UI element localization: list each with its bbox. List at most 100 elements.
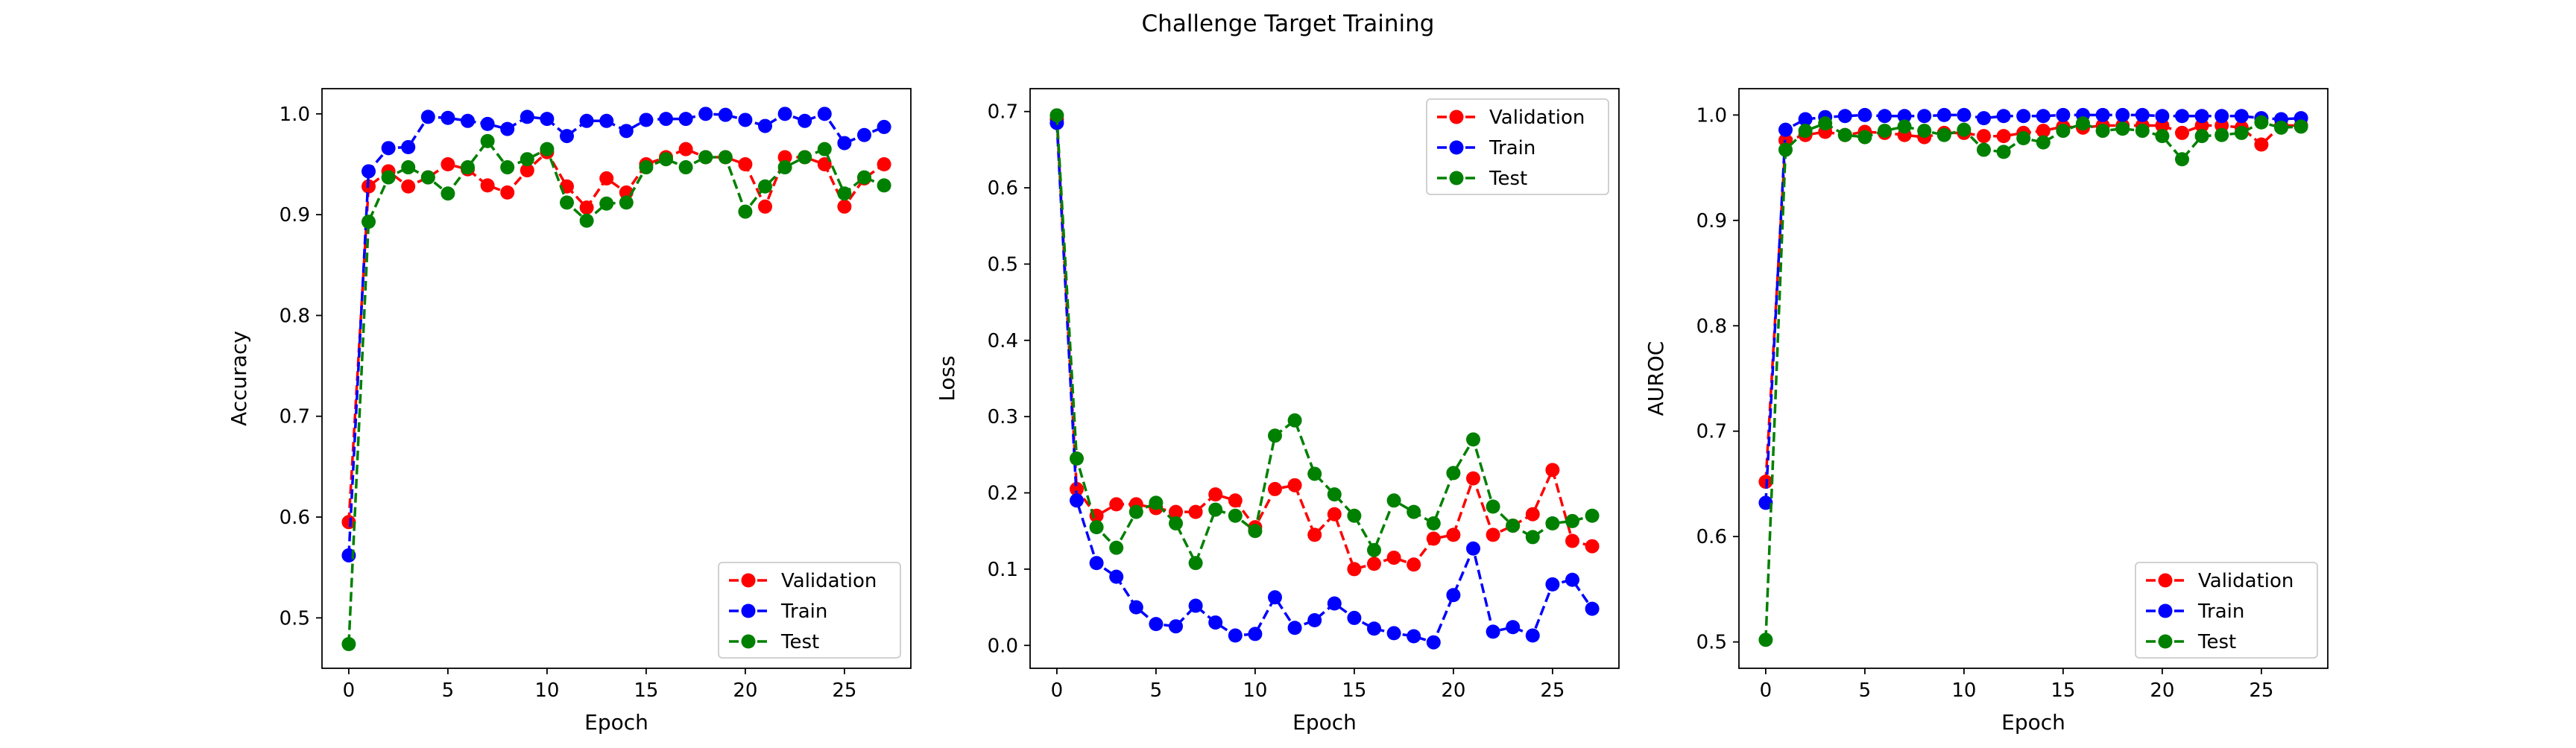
data-point <box>579 213 594 228</box>
data-point <box>441 186 455 201</box>
data-point <box>1228 493 1243 508</box>
series-test <box>341 133 891 652</box>
data-point <box>837 186 852 201</box>
data-point <box>1486 527 1500 542</box>
x-tick-label: 10 <box>1951 679 1976 702</box>
chart-accuracy: 0 5 10 15 20 25 0.5 0.6 0.7 0.8 0.9 1.0 Epoch Accurac… <box>227 88 912 735</box>
data-point <box>2155 109 2170 124</box>
data-point <box>1248 524 1263 539</box>
data-point <box>401 179 416 194</box>
data-point <box>480 116 495 131</box>
data-point <box>2036 109 2051 124</box>
data-point <box>1996 109 2011 124</box>
legend-label-test: Test <box>1489 168 1527 190</box>
data-point <box>1366 557 1381 571</box>
data-point <box>1758 633 1773 647</box>
data-point <box>1386 493 1401 508</box>
data-point <box>2234 109 2249 124</box>
series-validation <box>1758 118 2308 489</box>
axes-frame <box>321 88 912 669</box>
y-axis-label: AUROC <box>1644 341 1668 416</box>
data-point <box>579 113 594 128</box>
data-point <box>1977 111 1992 126</box>
data-point <box>540 142 555 156</box>
data-point <box>401 139 416 154</box>
data-point <box>1366 542 1381 557</box>
data-point <box>817 107 832 121</box>
legend-marker <box>1449 110 1464 124</box>
data-point <box>2056 107 2071 122</box>
data-point <box>1268 428 1283 443</box>
legend-label-train: Train <box>780 600 827 623</box>
data-point <box>1465 541 1480 556</box>
chart-loss: 0 5 10 15 20 25 0.0 0.1 0.2 0.3 0.4 0.5 0.6 0.7 Epoch L… <box>935 88 1620 735</box>
data-point <box>1169 619 1184 634</box>
y-tick-label: 0.6 <box>1696 526 1727 548</box>
y-tick-label: 0.2 <box>988 483 1018 505</box>
data-point <box>2194 109 2209 124</box>
data-point <box>639 160 654 175</box>
data-point <box>1070 493 1085 508</box>
data-point <box>877 156 891 171</box>
data-point <box>619 124 634 139</box>
x-tick-label: 5 <box>1150 679 1163 702</box>
legend-label-validation: Validation <box>1489 107 1585 129</box>
data-point <box>2016 130 2031 145</box>
data-point <box>1486 624 1500 639</box>
series-line-validation <box>347 148 886 522</box>
legend-marker <box>1449 171 1464 186</box>
data-point <box>1545 463 1560 478</box>
y-tick-label: 0.7 <box>1696 421 1727 443</box>
data-point <box>2174 109 2189 124</box>
data-point <box>1878 124 1892 139</box>
data-point <box>777 160 792 175</box>
data-point <box>1070 481 1085 496</box>
data-point <box>1525 507 1540 522</box>
data-point <box>1446 527 1461 542</box>
data-point <box>1426 635 1441 650</box>
y-tick-label: 0.7 <box>280 406 310 428</box>
x-axis-label: Epoch <box>1292 710 1357 735</box>
data-point <box>2115 121 2130 136</box>
data-point <box>1525 628 1540 643</box>
series-train <box>341 107 891 562</box>
data-point <box>2194 129 2209 144</box>
y-tick-label: 0.9 <box>1696 210 1727 232</box>
y-axis-label: Loss <box>935 355 959 401</box>
data-point <box>1585 539 1600 554</box>
series-line-validation <box>1764 124 2302 482</box>
y-tick-label: 0.4 <box>988 330 1018 352</box>
data-point <box>2036 135 2051 150</box>
data-point <box>1545 516 1560 530</box>
data-point <box>1287 478 1302 492</box>
data-point <box>2254 115 2269 130</box>
data-point <box>1366 621 1381 636</box>
data-point <box>2095 124 2110 139</box>
data-point <box>2115 107 2130 122</box>
data-point <box>341 515 356 530</box>
data-point <box>2056 124 2071 139</box>
data-point <box>1327 507 1342 522</box>
data-point <box>1798 124 1813 139</box>
x-tick-label: 15 <box>2051 679 2075 702</box>
data-point <box>362 215 376 229</box>
x-tick-label: 5 <box>442 679 455 702</box>
data-point <box>658 152 673 167</box>
y-tick-label: 0.9 <box>280 204 310 226</box>
data-point <box>837 136 852 150</box>
data-point <box>1778 122 1793 137</box>
data-point <box>639 112 654 127</box>
x-tick-label: 10 <box>534 679 559 702</box>
data-point <box>1778 142 1793 157</box>
y-tick-label: 0.8 <box>280 305 310 327</box>
data-point <box>1897 109 1912 124</box>
data-point <box>1327 596 1342 611</box>
legend-marker <box>1449 140 1464 155</box>
data-point <box>817 142 832 156</box>
data-point <box>777 107 792 121</box>
data-point <box>381 141 396 156</box>
data-point <box>1857 107 1872 122</box>
data-point <box>678 160 693 175</box>
x-tick-label: 20 <box>733 679 757 702</box>
legend-label-validation: Validation <box>781 570 877 592</box>
